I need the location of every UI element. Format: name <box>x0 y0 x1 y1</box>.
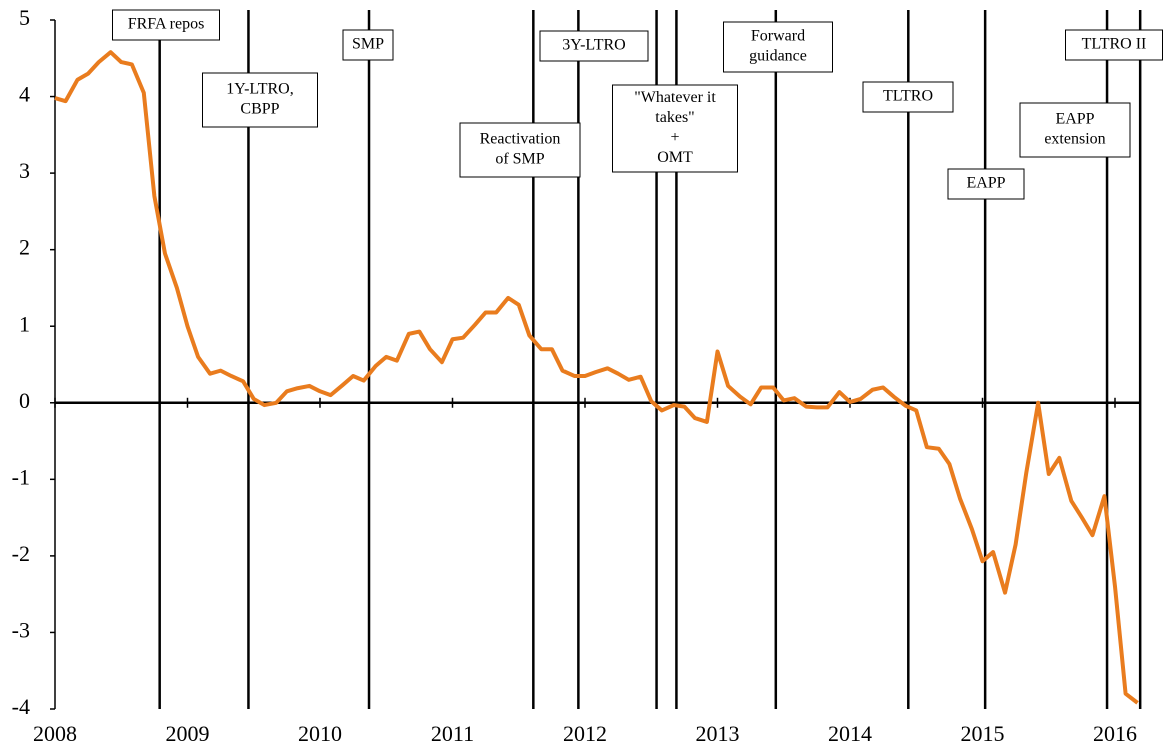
x-tick-label: 2016 <box>1093 721 1137 746</box>
x-tick-label: 2010 <box>298 721 342 746</box>
event-box <box>947 168 1025 200</box>
y-tick-label: -3 <box>12 617 30 642</box>
y-tick-label: 2 <box>19 235 30 260</box>
event-label: TLTRO II <box>1082 36 1147 53</box>
event-label: EAPP <box>966 175 1005 192</box>
event-box <box>1065 29 1163 61</box>
event-box <box>612 84 738 173</box>
event-label: 1Y-LTRO, <box>226 81 293 98</box>
event-box <box>342 29 394 61</box>
event-box <box>862 81 954 113</box>
event-label: of SMP <box>495 151 544 168</box>
x-tick-label: 2013 <box>696 721 740 746</box>
event-label: OMT <box>657 149 693 166</box>
event-label: TLTRO <box>883 88 933 105</box>
event-label: Reactivation <box>480 131 561 148</box>
event-label: 3Y-LTRO <box>562 37 625 54</box>
event-box <box>202 72 318 128</box>
y-tick-label: -2 <box>12 541 30 566</box>
event-label: + <box>670 129 679 146</box>
event-label: extension <box>1044 131 1105 148</box>
event-box <box>723 21 833 73</box>
x-tick-label: 2012 <box>563 721 607 746</box>
event-box <box>1019 102 1131 158</box>
x-tick-label: 2008 <box>33 721 77 746</box>
event-label: Forward <box>751 28 805 45</box>
event-label: SMP <box>352 36 384 53</box>
y-tick-label: 1 <box>19 311 30 336</box>
y-tick-label: 3 <box>19 158 30 183</box>
event-label: guidance <box>749 48 807 65</box>
event-box <box>459 122 581 178</box>
event-label: "Whatever it <box>634 89 716 106</box>
event-box <box>112 9 220 41</box>
event-box <box>539 30 649 62</box>
data-line <box>54 50 1139 705</box>
y-tick-label: 0 <box>19 388 30 413</box>
x-tick-label: 2009 <box>166 721 210 746</box>
event-label: EAPP <box>1055 111 1094 128</box>
y-tick-label: 5 <box>19 5 30 30</box>
x-tick-label: 2015 <box>961 721 1005 746</box>
y-tick-label: -4 <box>12 694 30 719</box>
x-tick-label: 2011 <box>431 721 474 746</box>
event-label: takes" <box>655 109 694 126</box>
event-label: CBPP <box>240 101 279 118</box>
y-tick-label: -1 <box>12 464 30 489</box>
x-tick-label: 2014 <box>828 721 872 746</box>
event-label: FRFA repos <box>128 16 205 33</box>
y-tick-label: 4 <box>19 82 30 107</box>
